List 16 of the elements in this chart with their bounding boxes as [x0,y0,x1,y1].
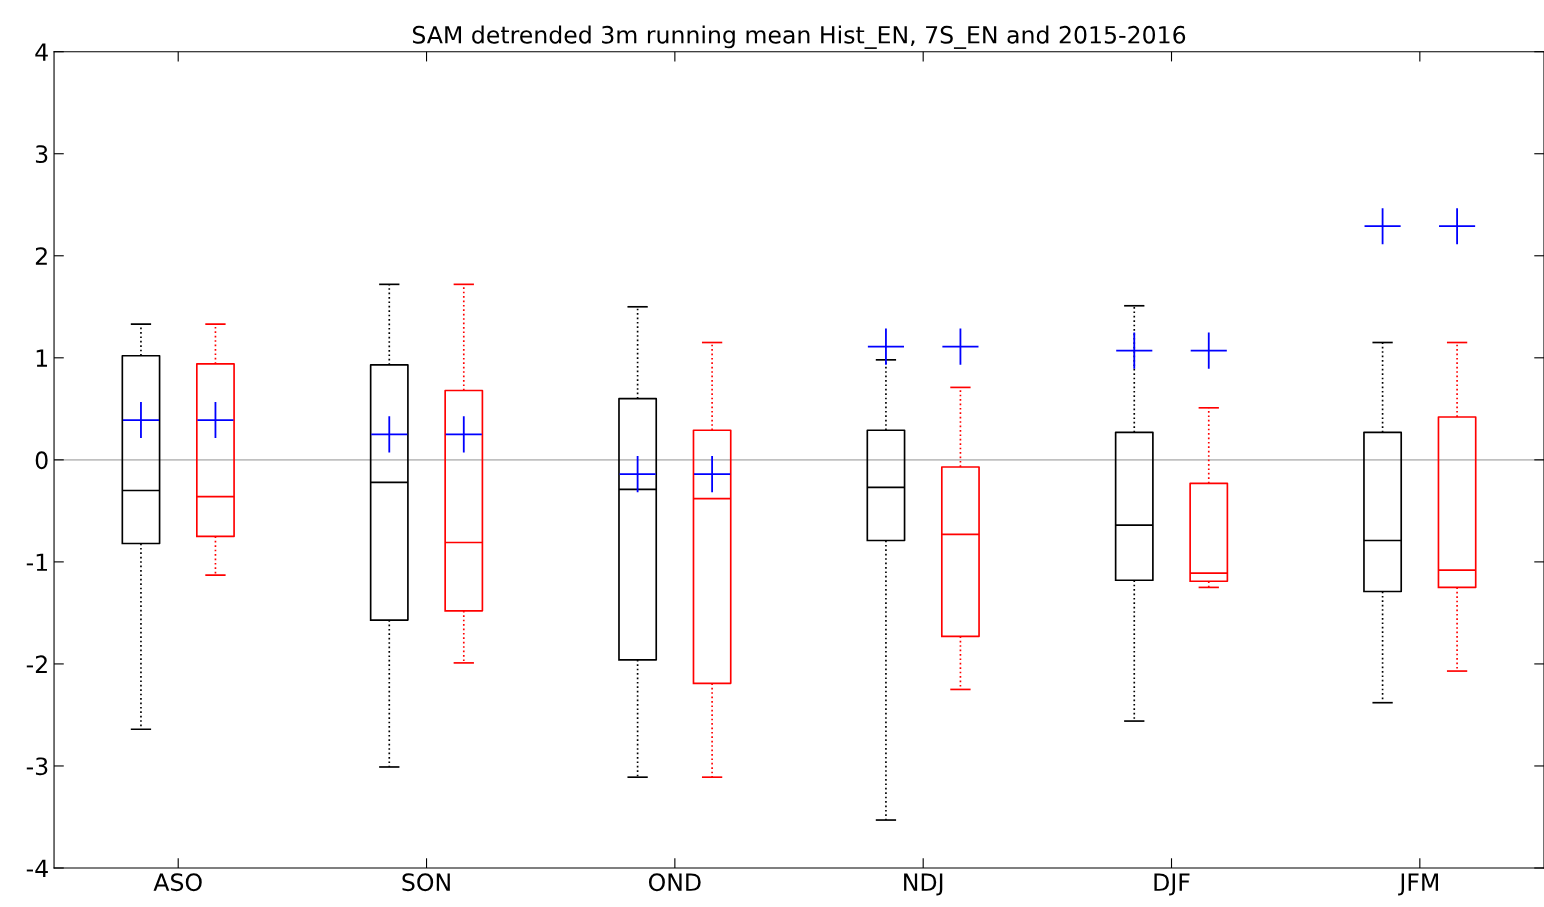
y-tick-label: 4 [35,43,48,61]
x-tick-label: DJF [1154,873,1190,896]
y-tick-label: -3 [26,757,48,776]
chart-title: SAM detrended 3m running mean Hist_EN, 7S_EN and 2015-2016 [412,25,1186,49]
x-tick-label: OND [648,873,701,892]
y-tick-label: -1 [26,553,47,571]
y-tick-label: 3 [35,145,48,164]
x-tick-label: NDJ [904,873,943,896]
y-tick-label: 2 [35,247,47,265]
y-tick-label: 1 [36,349,47,367]
x-tick-label: ASO [153,873,202,892]
x-tick-label: JFM [1398,873,1438,896]
y-tick-label: -2 [26,655,47,673]
x-tick-label: SON [402,873,450,892]
y-tick-label: 0 [35,451,48,470]
y-tick-label: -4 [26,859,48,877]
